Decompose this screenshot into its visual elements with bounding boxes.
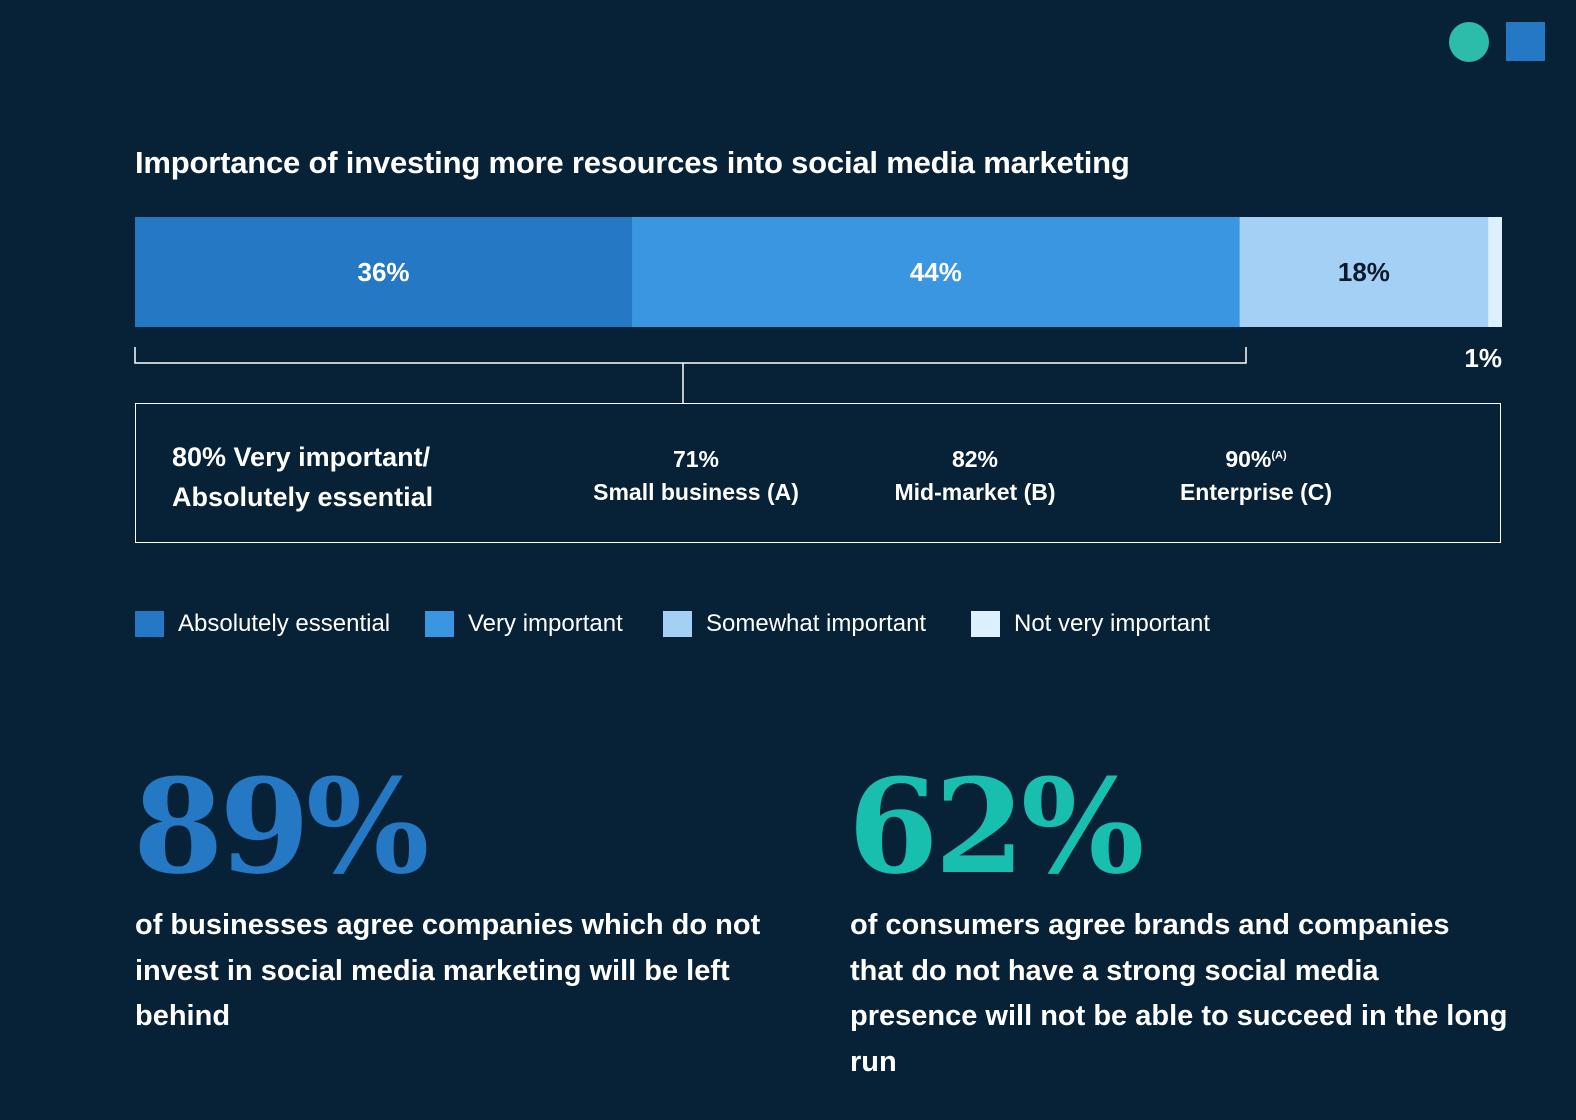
legend-label: Absolutely essential xyxy=(178,610,391,637)
segment-label: Small business (A) xyxy=(593,479,799,505)
stat-value-consumers: 62% xyxy=(848,750,1144,903)
segment-mid-market: 82% Mid-market (B) xyxy=(845,443,1105,509)
segment-label: Enterprise (C) xyxy=(1179,479,1333,505)
segment-pct: 71% xyxy=(672,446,720,472)
segment-small-business: 71% Small business (A) xyxy=(566,443,826,509)
bar-segment-absolutely-essential xyxy=(135,217,633,327)
segment-label: Mid-market (B) xyxy=(894,479,1056,505)
legend-label: Somewhat important xyxy=(706,610,927,637)
legend-label: Not very important xyxy=(1014,610,1211,637)
stat-description-businesses: of businesses agree companies which do n… xyxy=(135,909,761,1032)
summary-bracket xyxy=(134,347,1247,404)
bar-label-not-very-important: 1% xyxy=(1464,343,1502,373)
legend-item-somewhat-important: Somewhat important xyxy=(663,609,926,639)
chart-title: Importance of investing more resources i… xyxy=(135,145,1130,180)
summary-headline: 80% Very important/ Absolutely essential xyxy=(172,437,433,517)
legend-item-absolutely-essential: Absolutely essential xyxy=(135,609,390,639)
segment-pct: 82% xyxy=(951,446,999,472)
legend-swatch xyxy=(663,611,692,637)
bar-label-very-important: 44% xyxy=(910,257,962,287)
segment-enterprise: 90%(A) Enterprise (C) xyxy=(1126,443,1386,509)
legend-item-not-very-important: Not very important xyxy=(971,609,1210,639)
legend-item-very-important: Very important xyxy=(425,609,623,639)
legend-swatch xyxy=(971,611,1000,637)
stat-description-consumers: of consumers agree brands and companies … xyxy=(850,909,1508,1078)
stacked-bar-chart: 36% 44% 18% xyxy=(135,217,1502,327)
summary-box xyxy=(135,403,1501,543)
bar-segment-not-very-important xyxy=(1488,217,1502,327)
bar-segment-somewhat-important xyxy=(1239,217,1489,327)
summary-headline-line2: Absolutely essential xyxy=(172,482,434,512)
summary-headline-line1: 80% Very important/ xyxy=(172,442,431,472)
bar-label-absolutely-essential: 36% xyxy=(358,257,410,287)
bar-segment-very-important xyxy=(632,217,1241,327)
segment-pct: 90%(A) xyxy=(1225,446,1287,472)
legend-swatch xyxy=(425,611,454,637)
stat-value-businesses: 89% xyxy=(133,750,429,903)
teal-circle-decoration xyxy=(1449,22,1489,62)
bar-label-somewhat-important: 18% xyxy=(1338,257,1390,287)
legend-swatch xyxy=(135,611,164,637)
legend-label: Very important xyxy=(468,610,623,637)
blue-square-decoration xyxy=(1506,22,1545,61)
